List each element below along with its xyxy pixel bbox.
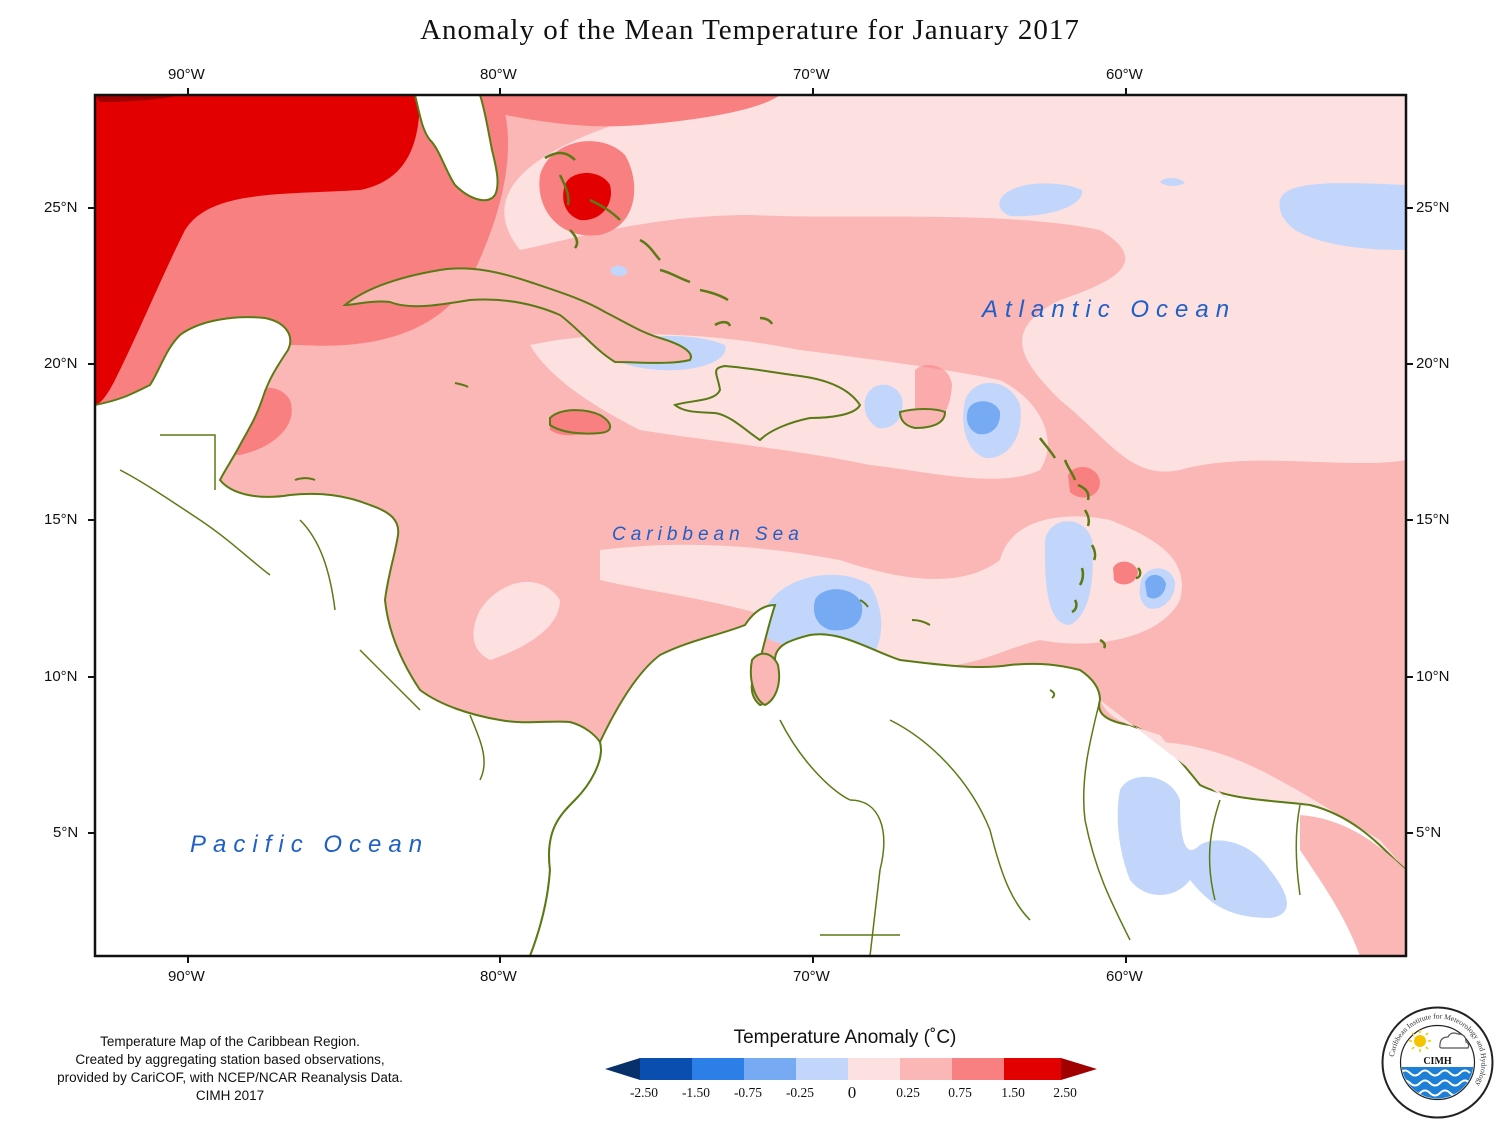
land-borders <box>119 434 1301 956</box>
anomaly-zone-cool-atlantic-3 <box>1160 177 1185 186</box>
land-puerto-rico <box>898 408 947 430</box>
anomaly-zone-cool-atlantic-1 <box>999 183 1083 217</box>
land-florida <box>413 95 499 202</box>
anomaly-zone-light-south <box>600 516 1182 666</box>
land-bahamas <box>544 151 774 327</box>
land-lesser-antilles <box>1038 437 1142 649</box>
credit-line-1: Temperature Map of the Caribbean Region. <box>100 1034 360 1049</box>
lon-label-top-80w: 80°W <box>480 66 517 83</box>
anomaly-zone-warm-barbados <box>1113 561 1138 585</box>
lat-label-right-20n: 20°N <box>1416 355 1450 372</box>
anomaly-zone-colder-curacao <box>813 589 863 631</box>
legend-tick-4: -0.25 <box>785 1085 815 1100</box>
land-cuba <box>342 267 692 364</box>
sun-icon <box>1409 1030 1431 1052</box>
legend-swatch-3 <box>744 1058 796 1080</box>
credit-line-4: CIMH 2017 <box>195 1088 265 1103</box>
lon-label-top-90w: 90°W <box>168 66 205 83</box>
lon-label-bottom-70w: 70°W <box>793 968 830 985</box>
anomaly-zone-light-north <box>504 95 1406 472</box>
legend-colorbar <box>605 1058 1097 1080</box>
lat-label-left-5n: 5°N <box>53 824 79 841</box>
lat-label-right-5n: 5°N <box>1416 824 1442 841</box>
map-frame <box>93 93 1408 958</box>
credit-line-2: Created by aggregating station based obs… <box>75 1052 385 1067</box>
legend-swatch-5 <box>848 1058 900 1080</box>
cimh-logo: Caribbean Institute for Meteorology and … <box>1381 1006 1494 1119</box>
legend-swatch-2 <box>692 1058 744 1080</box>
legend-tick-7: 0.75 <box>948 1085 972 1100</box>
lon-label-bottom-80w: 80°W <box>480 968 517 985</box>
map-credit: Temperature Map of the Caribbean Region.… <box>20 1033 440 1105</box>
lat-label-left-10n: 10°N <box>44 668 78 685</box>
lon-label-top-70w: 70°W <box>793 66 830 83</box>
lat-label-left-20n: 20°N <box>44 355 78 372</box>
legend-swatch-6 <box>900 1058 952 1080</box>
legend-tick-2: -1.50 <box>681 1085 711 1100</box>
lat-label-left-15n: 15°N <box>44 511 78 528</box>
anomaly-zone-cool-atlantic-2 <box>1279 183 1406 250</box>
legend-swatch-1 <box>640 1058 692 1080</box>
legend-swatch-7 <box>952 1058 1004 1080</box>
legend-tick-5: 0 <box>847 1083 857 1102</box>
anomaly-zone-hot-bahamas <box>563 172 611 221</box>
anomaly-zone-light-west-blob <box>473 581 560 660</box>
legend-title: Temperature Anomaly (˚C) <box>733 1027 957 1048</box>
label-pacific-ocean: Pacific Ocean <box>190 831 430 858</box>
lat-label-right-25n: 25°N <box>1416 199 1450 216</box>
legend-arrow-low <box>605 1058 640 1080</box>
lat-label-left-25n: 25°N <box>44 199 78 216</box>
label-atlantic-ocean: Atlantic Ocean <box>982 296 1237 323</box>
land-guianas-pink <box>1300 815 1406 956</box>
land-jamaica <box>549 409 612 435</box>
land-hispaniola <box>672 364 862 442</box>
legend-tick-9: 2.50 <box>1053 1085 1077 1100</box>
map-title: Anomaly of the Mean Temperature for Janu… <box>420 14 1080 46</box>
anomaly-zone-colder-virgin <box>966 401 1001 435</box>
land-lake-maracaibo <box>749 652 781 707</box>
anomaly-zone-warm-atlantic-north <box>480 95 780 127</box>
anomaly-zone-warm-guadeloupe <box>1068 466 1100 498</box>
legend-tick-3: -0.75 <box>733 1085 763 1100</box>
lon-label-bottom-60w: 60°W <box>1106 968 1143 985</box>
legend-tick-1: -2.50 <box>629 1085 659 1100</box>
cloud-icon <box>1439 1032 1470 1049</box>
credit-line-3: provided by CariCOF, with NCEP/NCAR Rean… <box>57 1070 403 1085</box>
lat-label-right-15n: 15°N <box>1416 511 1450 528</box>
lat-label-right-10n: 10°N <box>1416 668 1450 685</box>
land-guyana-cool <box>1117 776 1287 918</box>
legend-swatch-8 <box>1004 1058 1061 1080</box>
anomaly-zone-extreme-gulf <box>95 95 180 102</box>
lon-label-top-60w: 60°W <box>1106 66 1143 83</box>
anomaly-zone-hot-gulf <box>95 95 420 405</box>
anomaly-zone-cool-bahamas-small <box>610 265 628 277</box>
map-ticks <box>88 88 1413 963</box>
label-caribbean-sea: Caribbean Sea <box>612 524 804 545</box>
land-guianas-shade <box>1100 700 1230 800</box>
land-small-islands <box>294 382 1056 699</box>
anomaly-zone-colder-barbados <box>1145 574 1166 599</box>
legend-swatch-4 <box>796 1058 848 1080</box>
legend-tick-8: 1.50 <box>1001 1085 1025 1100</box>
anomaly-zone-cool-windward <box>1044 521 1093 625</box>
anomaly-zone-cool-mona <box>864 384 903 429</box>
logo-name: CIMH <box>1423 1056 1452 1067</box>
legend-arrow-high <box>1061 1058 1097 1080</box>
legend-tick-6: 0.25 <box>896 1085 920 1100</box>
lon-label-bottom-90w: 90°W <box>168 968 205 985</box>
